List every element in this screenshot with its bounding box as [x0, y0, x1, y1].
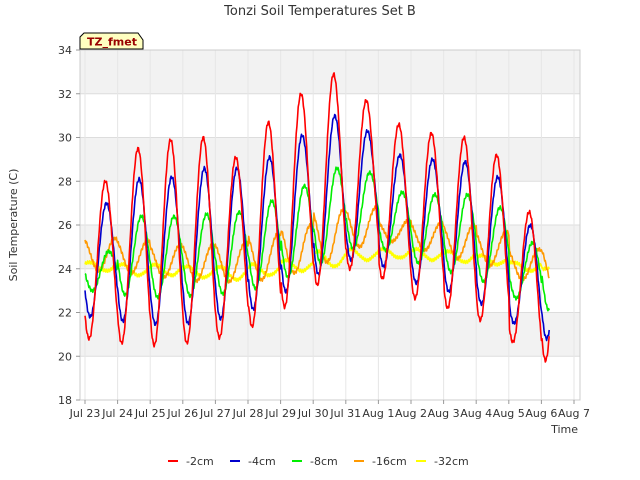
x-tick-label: Jul 25: [134, 407, 166, 420]
y-tick-label: 34: [58, 44, 72, 57]
x-tick-label: Aug 3: [428, 407, 460, 420]
y-tick-label: 18: [58, 394, 72, 407]
y-tick-label: 32: [58, 88, 72, 101]
chart-title: Tonzi Soil Temperatures Set B: [223, 4, 416, 19]
tz-fmet-badge: TZ_fmet: [79, 32, 144, 50]
x-tick-label: Jul 24: [101, 407, 133, 420]
x-tick-label: Jul 26: [166, 407, 198, 420]
x-axis-label: Time: [550, 423, 578, 436]
x-tick-label: Jul 29: [264, 407, 296, 420]
y-tick-label: 30: [58, 132, 72, 145]
x-tick-label: Aug 7: [558, 407, 590, 420]
y-tick-label: 28: [58, 175, 72, 188]
x-tick-label: Aug 4: [460, 407, 492, 420]
series-line-neg2cm: [84, 72, 550, 363]
y-tick-label: 22: [58, 307, 72, 320]
legend-label-neg4cm: -4cm: [248, 455, 276, 468]
badge-label: TZ_fmet: [87, 36, 137, 49]
x-tick-label: Jul 23: [69, 407, 101, 420]
x-tick-label: Aug 5: [493, 407, 525, 420]
band-20: [80, 312, 580, 357]
legend-label-neg32cm: -32cm: [434, 455, 469, 468]
x-axis-ticks: Jul 23 Jul 24 Jul 25 Jul 26 Jul 27 Jul 28 Jul …: [69, 400, 590, 420]
legend-label-neg16cm: -16cm: [372, 455, 407, 468]
y-axis-label: Soil Temperature (C): [7, 169, 20, 282]
grid-lines: [80, 49, 580, 401]
x-tick-label: Jul 28: [232, 407, 264, 420]
legend-label-neg2cm: -2cm: [186, 455, 214, 468]
x-tick-label: Aug 6: [525, 407, 557, 420]
y-tick-label: 20: [58, 350, 72, 363]
band-32: [80, 50, 580, 94]
y-axis-ticks: 18 20 22 24 26 28 30 32 34: [58, 44, 80, 407]
x-tick-label: Jul 31: [329, 407, 361, 420]
series-layer: [84, 72, 550, 363]
badge-shape: [79, 32, 144, 50]
x-tick-label: Aug 1: [362, 407, 394, 420]
x-tick-label: Jul 30: [297, 407, 329, 420]
x-tick-label: Jul 27: [199, 407, 231, 420]
x-tick-label: Aug 2: [395, 407, 427, 420]
y-tick-label: 26: [58, 219, 72, 232]
y-tick-label: 24: [58, 263, 72, 276]
legend: -2cm -4cm -8cm -16cm -32cm: [168, 455, 469, 468]
legend-label-neg8cm: -8cm: [310, 455, 338, 468]
